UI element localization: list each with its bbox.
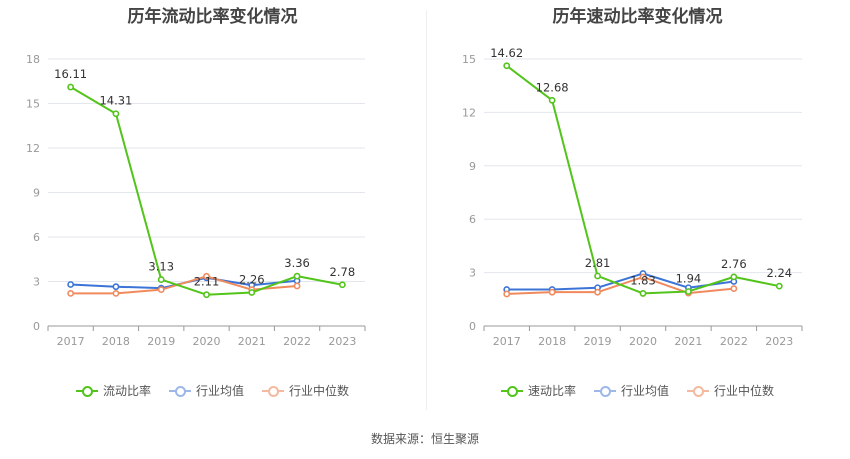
legend-line-icon: [262, 385, 284, 397]
x-tick-label: 2020: [193, 335, 221, 348]
legend: 流动比率 行业均值 行业中位数: [0, 382, 425, 399]
data-label: 14.62: [490, 46, 523, 60]
y-tick-label: 9: [469, 160, 476, 173]
y-tick-label: 0: [469, 320, 476, 333]
data-point-industry-median: [67, 289, 75, 297]
data-point-company: [730, 273, 738, 281]
chart-title: 历年速动比率变化情况: [552, 7, 723, 27]
data-point-company: [157, 276, 165, 283]
chart-title: 历年流动比率变化情况: [127, 7, 298, 27]
data-point-company: [338, 281, 346, 289]
legend-item-company[interactable]: 流动比率: [75, 382, 151, 399]
y-tick-label: 3: [469, 267, 476, 280]
legend-item-industry-median[interactable]: 行业中位数: [687, 382, 774, 399]
current-ratio-plot: 0 3 6 9 12 15 18 2017 2018 2019 2020 2021 2022 2023 16…: [26, 53, 366, 348]
data-source-note: 数据来源：恒生聚源: [370, 432, 479, 446]
data-point-company: [775, 282, 783, 290]
data-label: 2.26: [239, 272, 265, 286]
data-label: 14.31: [99, 94, 132, 108]
data-label: 1.94: [676, 271, 702, 285]
quick-ratio-chart: 历年速动比率变化情况 0 3 6 9 12 15 2017 2018 2019 2020 2021 2…: [425, 0, 850, 410]
data-point-industry-avg: [112, 283, 120, 291]
legend-label: 速动比率: [527, 384, 576, 398]
data-point-company: [67, 83, 75, 91]
legend-item-company[interactable]: 速动比率: [500, 382, 576, 399]
data-point-industry-median: [639, 273, 647, 281]
data-point-company: [112, 110, 120, 118]
y-tick-label: 15: [26, 98, 40, 111]
x-tick-label: 2017: [493, 335, 521, 348]
legend-line-icon: [75, 385, 98, 397]
data-point-company: [248, 289, 256, 296]
data-point-industry-median: [503, 290, 511, 298]
data-point-industry-median: [112, 289, 120, 297]
y-tick-label: 15: [462, 53, 476, 66]
legend-item-industry-avg[interactable]: 行业均值: [168, 382, 244, 399]
current-ratio-chart: 历年流动比率变化情况 0 3 6 9 12 15 18 2017 2018 2019 2020 202…: [0, 0, 425, 410]
legend-label: 流动比率: [102, 384, 151, 398]
legend-label: 行业均值: [620, 384, 669, 398]
x-tick-label: 2021: [238, 335, 266, 348]
x-tick-label: 2022: [283, 335, 311, 348]
y-tick-label: 9: [33, 187, 40, 200]
data-point-industry-avg: [67, 281, 75, 288]
x-tick-label: 2020: [629, 335, 657, 348]
legend-label: 行业均值: [195, 384, 244, 398]
x-tick-label: 2018: [102, 335, 130, 348]
y-tick-label: 0: [33, 320, 40, 333]
y-tick-label: 6: [469, 213, 476, 226]
legend-item-industry-avg[interactable]: 行业均值: [593, 382, 669, 399]
x-tick-label: 2019: [147, 335, 175, 348]
data-point-industry-median: [594, 288, 601, 296]
panel-divider: [426, 10, 427, 410]
data-label: 16.11: [54, 67, 87, 81]
x-tick-label: 2023: [328, 335, 356, 348]
legend-label: 行业中位数: [289, 384, 350, 398]
data-label: 2.11: [194, 275, 220, 289]
data-point-company: [639, 290, 647, 297]
legend-line-icon: [687, 385, 709, 397]
legend-line-icon: [500, 385, 523, 397]
x-tick-label: 2019: [584, 335, 612, 348]
legend-label: 行业中位数: [714, 384, 775, 398]
data-label: 1.83: [630, 273, 656, 287]
data-point-company: [293, 272, 301, 280]
data-point-industry-median: [157, 286, 165, 294]
x-tick-label: 2018: [538, 335, 566, 348]
y-tick-label: 6: [33, 231, 40, 244]
y-tick-label: 12: [26, 142, 40, 155]
data-point-company: [594, 272, 601, 280]
data-point-company: [203, 291, 210, 299]
x-tick-label: 2023: [765, 335, 793, 348]
y-tick-label: 18: [26, 53, 40, 66]
data-point-company: [548, 96, 556, 104]
data-label: 3.36: [284, 256, 310, 270]
data-label: 2.76: [721, 257, 747, 271]
legend-line-icon: [168, 385, 191, 397]
data-point-company: [503, 62, 511, 70]
quick-ratio-plot: 0 3 6 9 12 15 2017 2018 2019 2020 2021 2022 2023 14.6…: [462, 46, 803, 348]
y-tick-label: 12: [462, 106, 476, 119]
data-point-industry-median: [203, 272, 210, 280]
data-point-industry-median: [730, 285, 738, 293]
y-tick-label: 3: [33, 276, 40, 289]
data-point-industry-median: [548, 288, 556, 296]
data-label: 3.13: [148, 260, 174, 274]
series-line-industry-avg: [506, 272, 734, 291]
data-point-industry-median: [293, 282, 301, 290]
data-label: 2.81: [585, 256, 611, 270]
data-label: 2.24: [766, 266, 792, 280]
legend-line-icon: [593, 385, 616, 397]
legend-item-industry-median[interactable]: 行业中位数: [262, 382, 349, 399]
x-tick-label: 2021: [674, 335, 702, 348]
x-tick-label: 2017: [57, 335, 85, 348]
legend: 速动比率 行业均值 行业中位数: [425, 382, 850, 399]
data-label: 12.68: [536, 80, 569, 94]
x-tick-label: 2022: [720, 335, 748, 348]
data-point-company: [685, 288, 692, 295]
data-label: 2.78: [330, 265, 356, 279]
